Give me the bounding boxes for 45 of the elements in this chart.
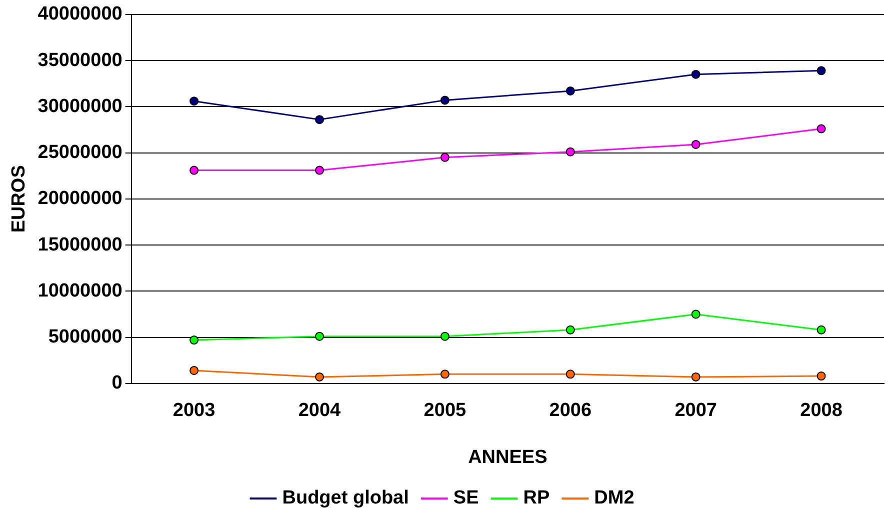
y-tick-label: 40000000 [38,4,122,25]
point [816,66,826,76]
y-tick-label: 30000000 [38,96,122,117]
point [566,370,575,379]
point [691,140,700,149]
point [190,366,199,375]
y-tick-label: 10000000 [38,280,122,302]
legend-label: DM2 [594,488,634,509]
point [816,325,826,334]
point [440,96,450,105]
x-tick-label: 2004 [298,400,342,422]
point [190,336,199,345]
x-tick-label: 2005 [424,400,467,422]
x-axis-title: ANNEES [468,446,548,468]
y-tick-label: 15000000 [38,234,122,256]
x-tick-label: 2006 [549,400,592,422]
point [566,147,575,156]
point [816,372,826,381]
x-tick-label: 2008 [800,400,842,422]
x-tick-label: 2007 [674,400,717,422]
point [190,166,199,175]
point [315,115,324,124]
y-tick-label: 0 [112,372,122,394]
point [691,70,700,79]
y-tick-label: 25000000 [38,142,122,164]
legend-label: RP [523,488,550,509]
point [566,86,575,96]
x-tick-label: 2003 [172,400,216,422]
point [315,372,324,382]
legend-label: SE [453,488,479,509]
y-axis-title: EUROS [8,165,30,233]
point [691,310,700,319]
point [440,332,450,341]
point [566,325,575,334]
y-tick-label: 35000000 [38,50,122,71]
y-tick-label: 20000000 [38,188,122,210]
point [816,124,826,134]
point [440,152,450,162]
y-tick-label: 5000000 [48,326,122,348]
point [315,166,324,175]
point [440,370,450,379]
legend-label: Budget global [282,488,409,509]
point [190,96,199,106]
point [691,372,700,382]
point [315,332,324,341]
